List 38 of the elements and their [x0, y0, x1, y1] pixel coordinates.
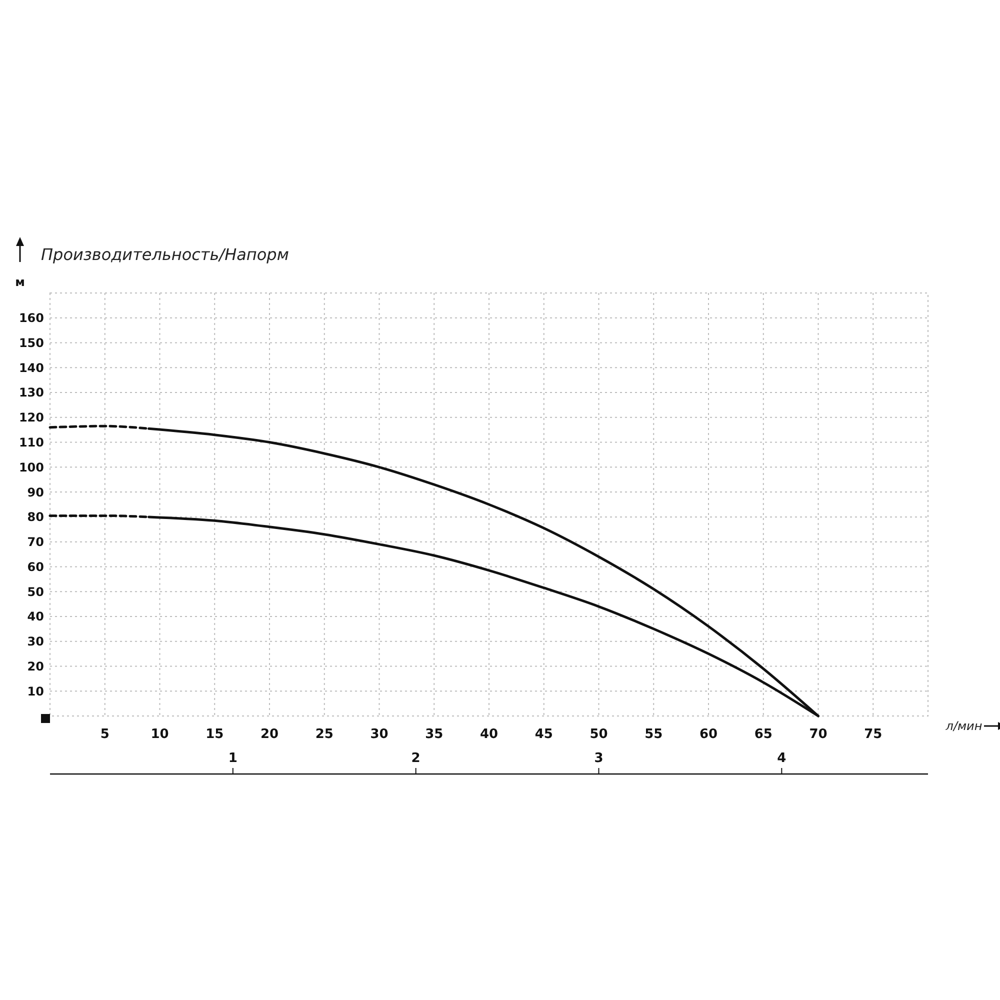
- x-tick-label: 45: [534, 727, 553, 742]
- x-tick-label: 55: [644, 727, 663, 742]
- y-tick-label: 80: [27, 510, 44, 524]
- x-tick-label: 35: [425, 727, 444, 742]
- y-tick-label: 150: [18, 336, 44, 350]
- y-tick-label: 60: [27, 560, 44, 574]
- x-tick-label: 20: [260, 727, 279, 742]
- x-tick-label: 30: [370, 727, 388, 742]
- x-tick-label: 10: [150, 727, 169, 742]
- y-tick-label: 160: [18, 311, 44, 326]
- x-tick-label: 5: [100, 727, 110, 742]
- x2-tick-label: 2: [411, 751, 420, 766]
- x-axis-title: л/мин: [944, 719, 982, 733]
- y-tick-label: 140: [18, 360, 44, 375]
- y-tick-label: 40: [27, 610, 44, 624]
- x2-tick-label: 1: [228, 751, 238, 766]
- x-tick-label: 60: [699, 727, 718, 742]
- x-tick-label: 25: [315, 727, 334, 742]
- x-tick-label: 70: [809, 727, 828, 742]
- x-tick-label: 15: [206, 727, 224, 742]
- y-tick-label: 10: [27, 684, 44, 698]
- x-tick-label: 40: [480, 727, 498, 742]
- y-tick-label: 110: [18, 435, 44, 450]
- y-tick-label: 100: [18, 460, 44, 474]
- y-tick-label: 130: [18, 386, 44, 400]
- y-tick-label: 20: [27, 659, 44, 674]
- x-tick-label: 50: [590, 727, 608, 742]
- x2-tick-label: 3: [594, 751, 604, 766]
- x-tick-label: 65: [754, 727, 772, 742]
- y-tick-label: 70: [27, 535, 44, 550]
- y-axis-title: м: [15, 275, 25, 289]
- x2-tick-label: 4: [777, 751, 786, 766]
- y-tick-label: 120: [18, 410, 44, 425]
- y-tick-label: 50: [27, 584, 44, 599]
- y-tick-label: 90: [27, 485, 44, 500]
- chart-title: Производительность/Напорм: [41, 245, 289, 264]
- y-tick-label: 30: [27, 634, 44, 649]
- x-tick-label: 75: [864, 727, 882, 742]
